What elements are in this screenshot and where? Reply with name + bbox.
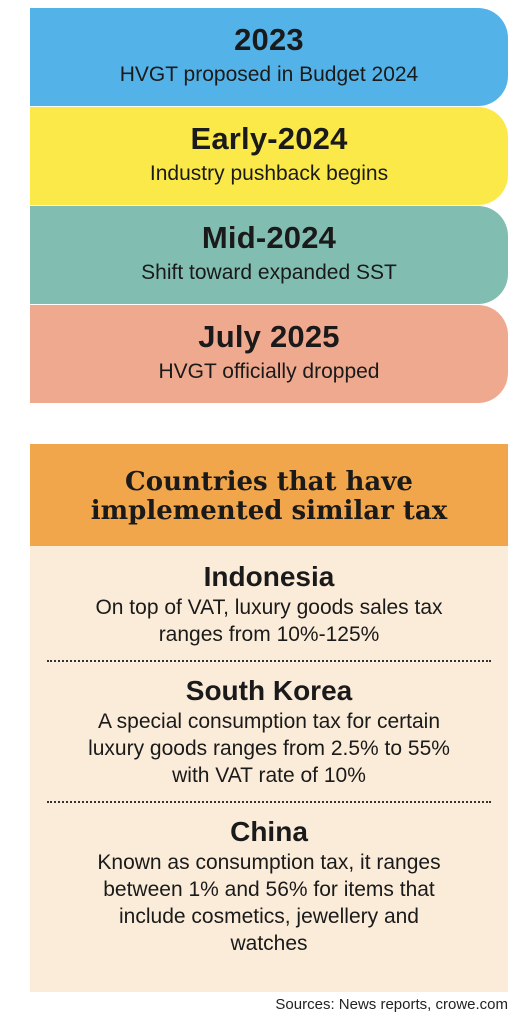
timeline-description: Industry pushback begins [149, 162, 389, 185]
country-description-line: On top of VAT, luxury goods sales tax [95, 596, 443, 619]
country-description-line: Known as consumption tax, it ranges [97, 851, 441, 874]
country-south-korea: South Korea A special consumption tax fo… [30, 674, 508, 789]
timeline-description: Shift toward expanded SST [141, 261, 397, 284]
countries-heading-line: Countries that have [125, 467, 413, 497]
dotted-divider [47, 801, 491, 803]
timeline-item-2023: 2023 HVGT proposed in Budget 2024 [30, 8, 508, 106]
timeline-year: Early-2024 [190, 121, 348, 156]
timeline-year: Mid-2024 [201, 220, 337, 255]
countries-panel: Countries that have implemented similar … [30, 444, 508, 992]
country-description-line: watches [230, 932, 308, 955]
timeline-item-early-2024: Early-2024 Industry pushback begins [30, 107, 508, 205]
country-name: South Korea [185, 675, 353, 706]
country-description-line: A special consumption tax for certain [97, 710, 440, 733]
country-indonesia: Indonesia On top of VAT, luxury goods sa… [30, 560, 508, 648]
country-china: China Known as consumption tax, it range… [30, 815, 508, 957]
sources-note: Sources: News reports, crowe.com [275, 996, 508, 1013]
country-description-line: with VAT rate of 10% [172, 764, 366, 787]
country-description-line: include cosmetics, jewellery and [119, 905, 419, 928]
countries-heading: Countries that have implemented similar … [30, 444, 508, 546]
country-name: Indonesia [203, 561, 335, 592]
country-name: China [230, 816, 308, 847]
dotted-divider [47, 660, 491, 662]
timeline-description: HVGT proposed in Budget 2024 [119, 63, 419, 86]
timeline-year: July 2025 [198, 319, 340, 354]
timeline: 2023 HVGT proposed in Budget 2024 Early-… [30, 8, 508, 404]
timeline-item-mid-2024: Mid-2024 Shift toward expanded SST [30, 206, 508, 304]
country-description-line: between 1% and 56% for items that [103, 878, 435, 901]
country-description-line: ranges from 10%-125% [158, 623, 380, 646]
countries-heading-line: implemented similar tax [90, 496, 448, 526]
timeline-year: 2023 [234, 22, 304, 57]
timeline-item-july-2025: July 2025 HVGT officially dropped [30, 305, 508, 403]
country-description-line: luxury goods ranges from 2.5% to 55% [88, 737, 450, 760]
timeline-description: HVGT officially dropped [158, 360, 380, 383]
